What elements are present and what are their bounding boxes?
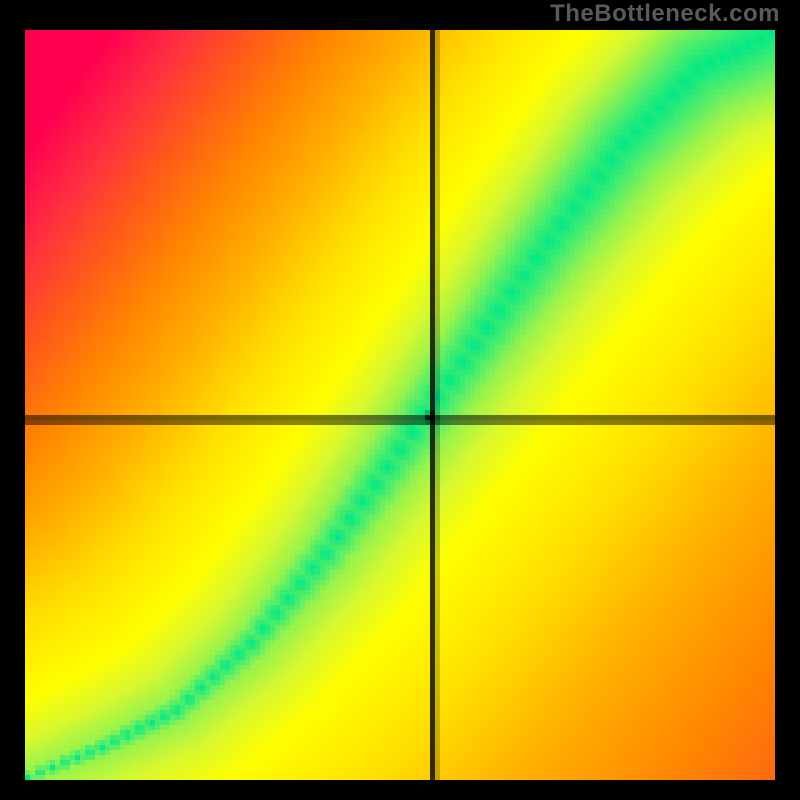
watermark: TheBottleneck.com <box>550 0 780 28</box>
bottleneck-heatmap <box>25 30 775 780</box>
